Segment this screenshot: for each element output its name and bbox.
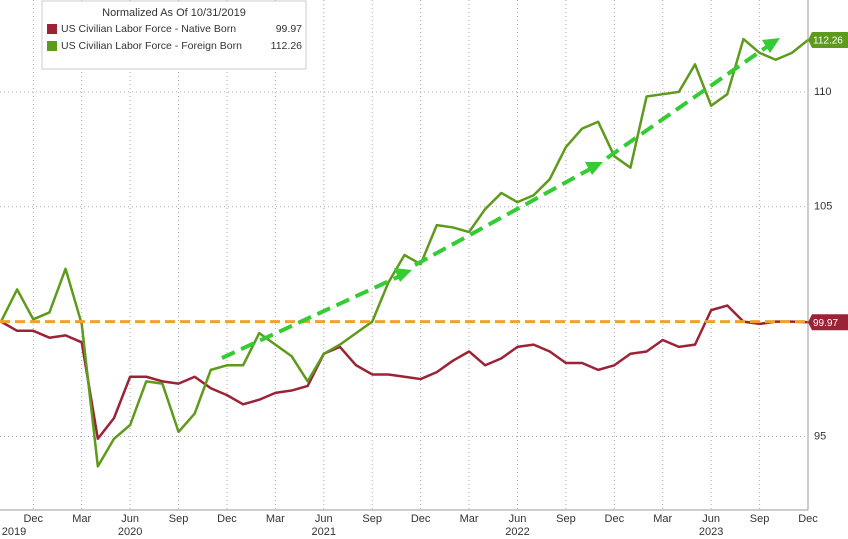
- arrow-head: [394, 268, 412, 282]
- arrow-segment: [605, 44, 770, 160]
- x-tick-label: Jun: [315, 513, 333, 525]
- x-year-label: 2021: [312, 526, 336, 538]
- legend: Normalized As Of 10/31/2019: [41, 0, 307, 70]
- x-year-label: 2023: [699, 526, 723, 538]
- legend-swatch: [47, 41, 57, 51]
- y-tick-label: 105: [814, 201, 832, 213]
- value-tag: [808, 31, 848, 48]
- trend-arrow: [221, 44, 770, 360]
- series-line: [0, 37, 809, 468]
- x-tick-label: Jun: [702, 513, 720, 525]
- x-tick-label: Mar: [460, 513, 479, 525]
- x-tick-label: Mar: [653, 513, 672, 525]
- legend-box: [41, 0, 307, 70]
- series-line: [0, 304, 809, 441]
- x-tick-label: Mar: [266, 513, 285, 525]
- x-tick-label: Mar: [72, 513, 91, 525]
- x-year-label: 2022: [505, 526, 529, 538]
- arrow-segment: [221, 274, 401, 360]
- legend-label: US Civilian Labor Force - Native Born: [61, 23, 236, 35]
- x-year-label: 2019: [2, 526, 26, 538]
- arrow-heads: [394, 38, 780, 282]
- x-tick-label: Dec: [798, 513, 818, 525]
- y-tick-label: 110: [814, 86, 832, 98]
- legend-value: 112.26: [271, 40, 302, 52]
- arrow-head: [762, 38, 780, 53]
- y-tick-label: 95: [814, 430, 826, 442]
- x-tick-label: Sep: [362, 513, 382, 525]
- chart-title: Normalized As Of 10/31/2019: [102, 7, 246, 19]
- plot: [0, 37, 809, 468]
- x-tick-label: Sep: [169, 513, 189, 525]
- x-tick-label: Dec: [217, 513, 237, 525]
- value-tag-label: 112.26: [813, 36, 843, 47]
- legend-label: US Civilian Labor Force - Foreign Born: [61, 40, 242, 52]
- x-tick-label: Dec: [605, 513, 625, 525]
- x-tick-label: Jun: [121, 513, 139, 525]
- x-year-label: 2020: [118, 526, 142, 538]
- value-tag: [808, 314, 848, 331]
- x-tick-label: Dec: [411, 513, 431, 525]
- arrow-head: [585, 162, 603, 175]
- arrow-segment: [414, 166, 593, 267]
- x-tick-label: Sep: [750, 513, 770, 525]
- legend-value: 99.97: [276, 23, 302, 35]
- legend-swatch: [47, 24, 57, 34]
- value-tag-label: 99.97: [813, 318, 838, 329]
- x-tick-label: Jun: [509, 513, 527, 525]
- x-tick-label: Sep: [556, 513, 576, 525]
- x-tick-label: Dec: [23, 513, 43, 525]
